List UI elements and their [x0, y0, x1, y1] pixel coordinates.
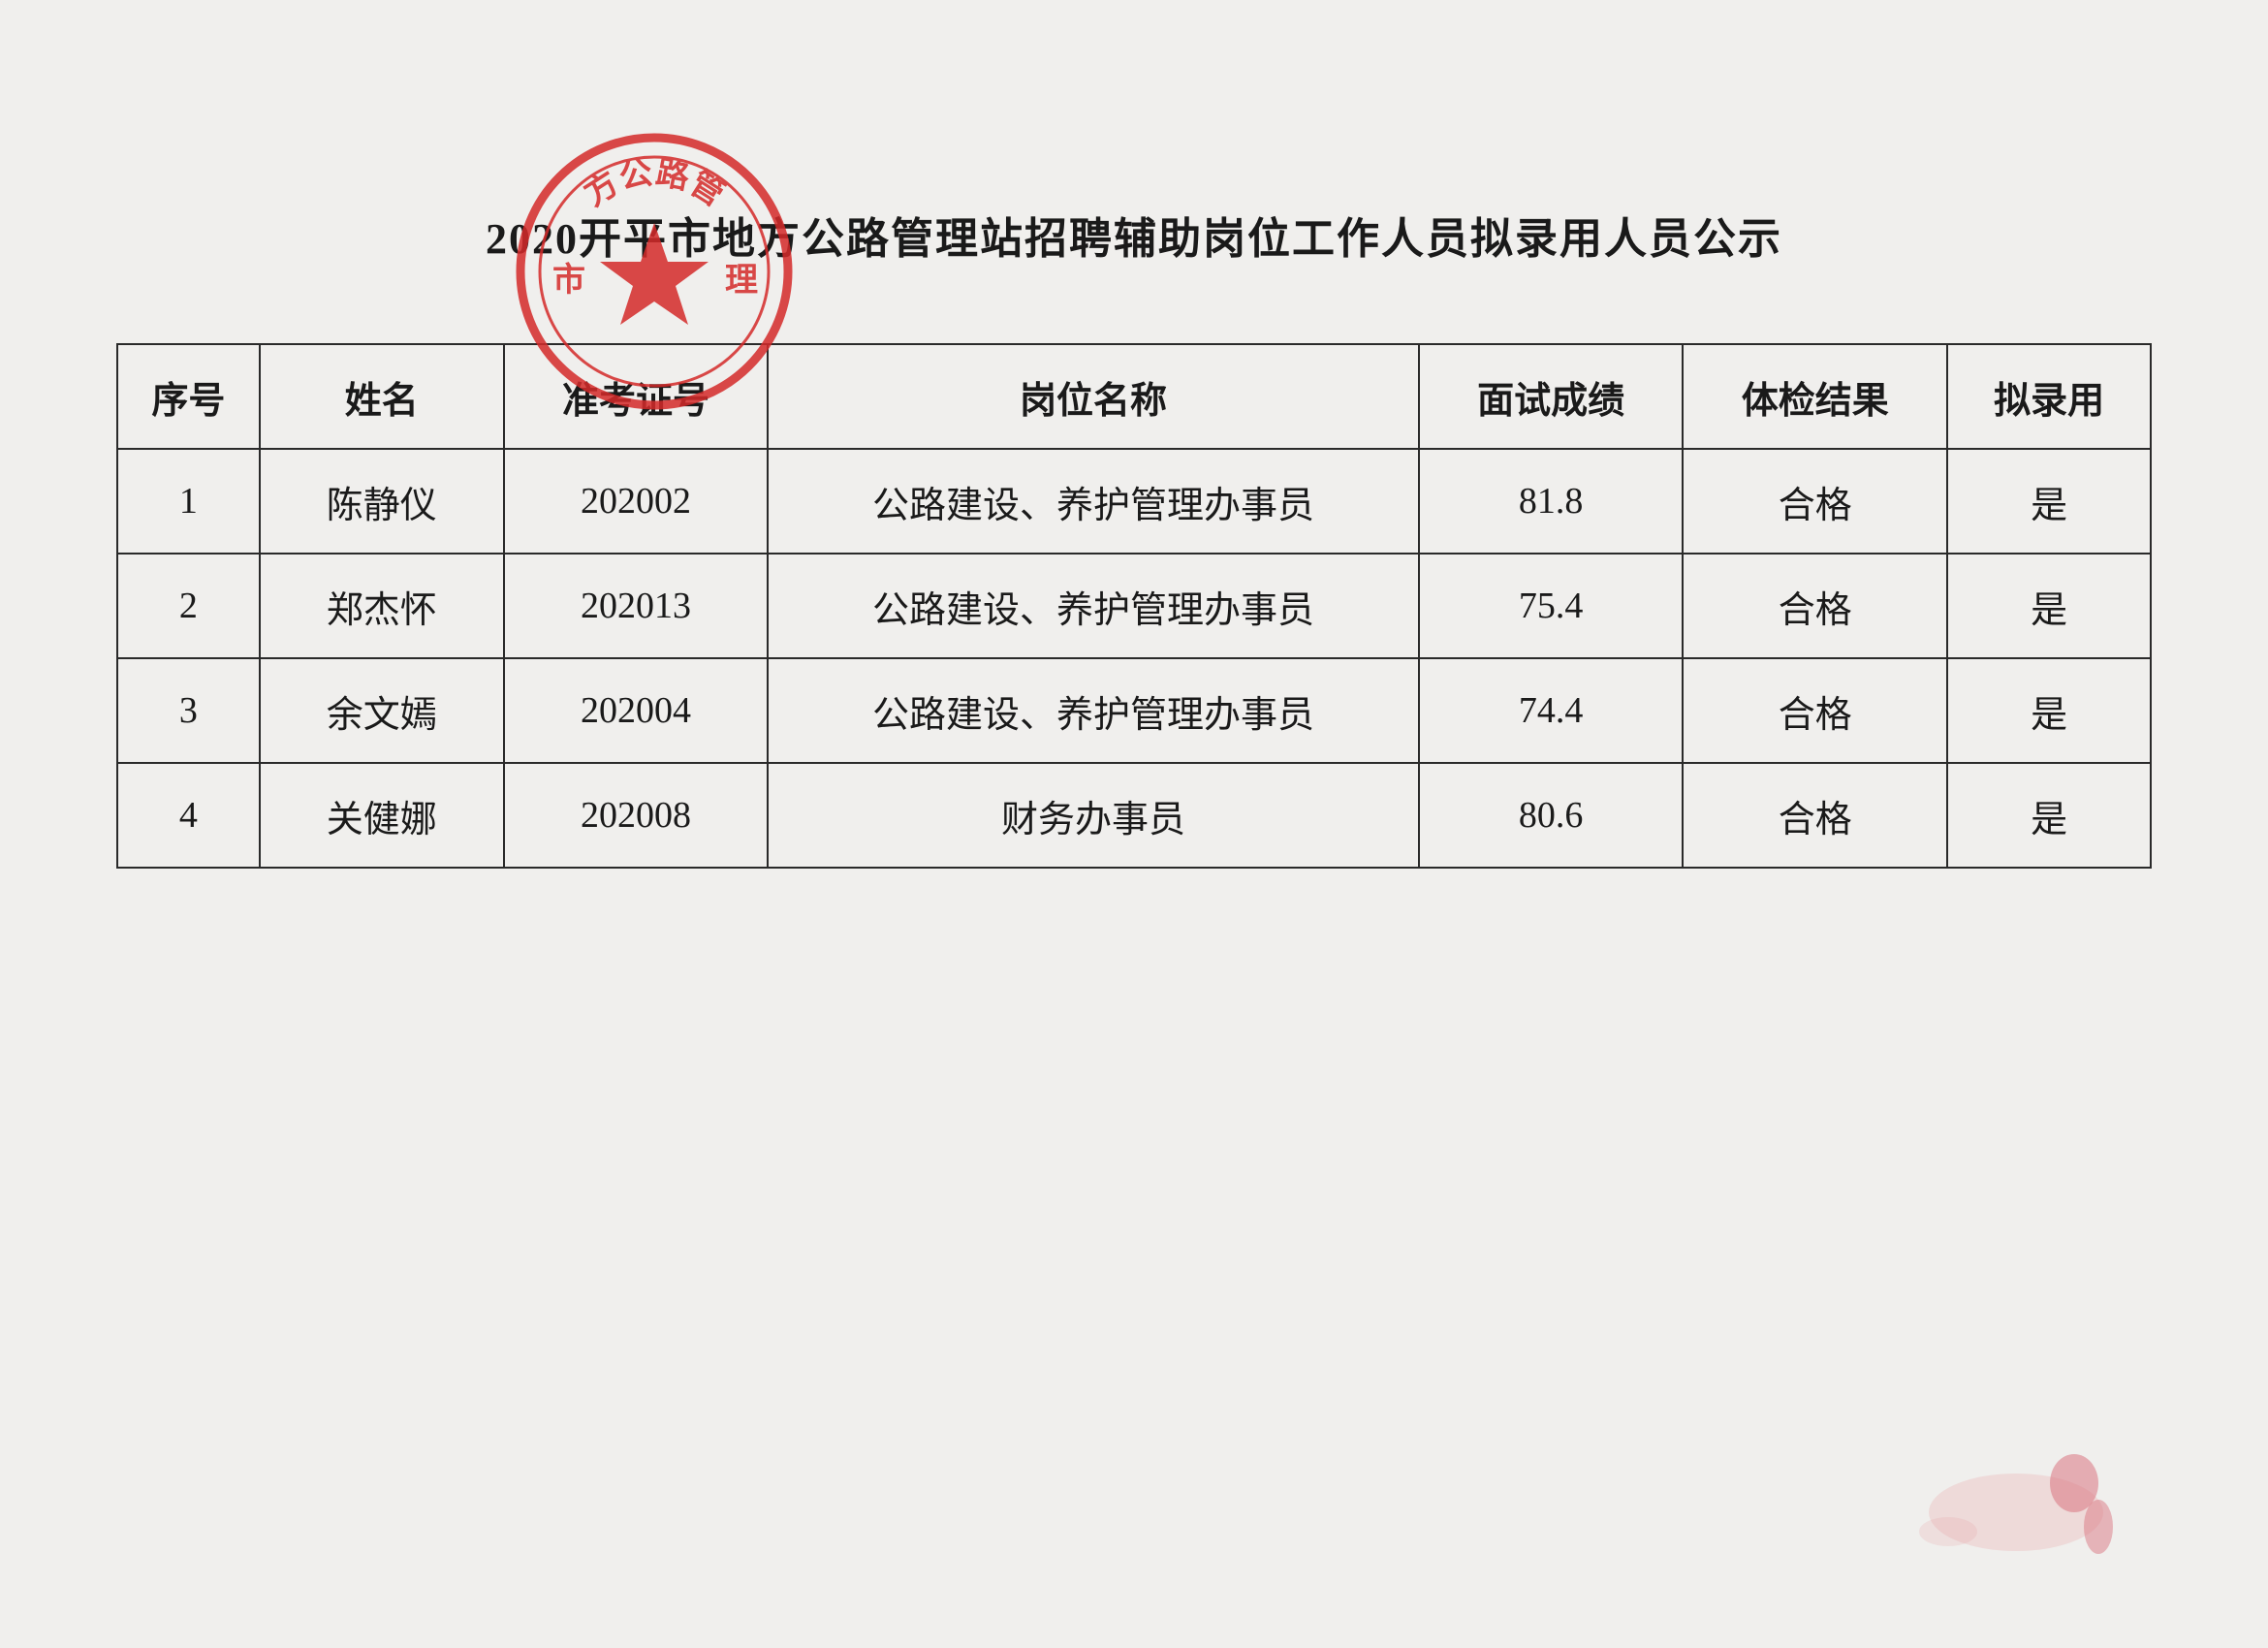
col-header-name: 姓名: [260, 344, 504, 449]
table-row: 1 陈静仪 202002 公路建设、养护管理办事员 81.8 合格 是: [117, 449, 2151, 554]
cell-exam: 202004: [504, 658, 769, 763]
cell-hired: 是: [1947, 449, 2151, 554]
cell-seq: 2: [117, 554, 260, 658]
cell-score: 80.6: [1419, 763, 1684, 868]
cell-position: 公路建设、养护管理办事员: [768, 658, 1418, 763]
cell-name: 陈静仪: [260, 449, 504, 554]
cell-position: 公路建设、养护管理办事员: [768, 449, 1418, 554]
cell-seq: 1: [117, 449, 260, 554]
cell-name: 余文嫣: [260, 658, 504, 763]
cell-hired: 是: [1947, 554, 2151, 658]
cell-exam: 202008: [504, 763, 769, 868]
cell-physical: 合格: [1683, 449, 1947, 554]
cell-hired: 是: [1947, 658, 2151, 763]
cell-hired: 是: [1947, 763, 2151, 868]
cell-position: 公路建设、养护管理办事员: [768, 554, 1418, 658]
cell-score: 75.4: [1419, 554, 1684, 658]
document-page: 方公路管 市 理 2020开平市地方公路管理站招聘辅助岗位工作人员拟录用人员公示…: [0, 0, 2268, 1648]
col-header-score: 面试成绩: [1419, 344, 1684, 449]
ink-smudge: [1842, 1435, 2152, 1590]
table-row: 2 郑杰怀 202013 公路建设、养护管理办事员 75.4 合格 是: [117, 554, 2151, 658]
table-header-row: 序号 姓名 准考证号 岗位名称 面试成绩 体检结果 拟录用: [117, 344, 2151, 449]
table-row: 4 关健娜 202008 财务办事员 80.6 合格 是: [117, 763, 2151, 868]
cell-score: 74.4: [1419, 658, 1684, 763]
cell-exam: 202002: [504, 449, 769, 554]
cell-physical: 合格: [1683, 658, 1947, 763]
cell-name: 郑杰怀: [260, 554, 504, 658]
svg-text:市: 市: [552, 261, 585, 299]
col-header-position: 岗位名称: [768, 344, 1418, 449]
table-row: 3 余文嫣 202004 公路建设、养护管理办事员 74.4 合格 是: [117, 658, 2151, 763]
cell-seq: 4: [117, 763, 260, 868]
svg-text:理: 理: [725, 263, 758, 299]
cell-physical: 合格: [1683, 763, 1947, 868]
col-header-hired: 拟录用: [1947, 344, 2151, 449]
col-header-physical: 体检结果: [1683, 344, 1947, 449]
cell-seq: 3: [117, 658, 260, 763]
hiring-table: 序号 姓名 准考证号 岗位名称 面试成绩 体检结果 拟录用 1 陈静仪 2020…: [116, 343, 2152, 869]
cell-exam: 202013: [504, 554, 769, 658]
cell-name: 关健娜: [260, 763, 504, 868]
cell-physical: 合格: [1683, 554, 1947, 658]
cell-score: 81.8: [1419, 449, 1684, 554]
cell-position: 财务办事员: [768, 763, 1418, 868]
document-title: 2020开平市地方公路管理站招聘辅助岗位工作人员拟录用人员公示: [116, 204, 2152, 266]
col-header-seq: 序号: [117, 344, 260, 449]
col-header-exam: 准考证号: [504, 344, 769, 449]
